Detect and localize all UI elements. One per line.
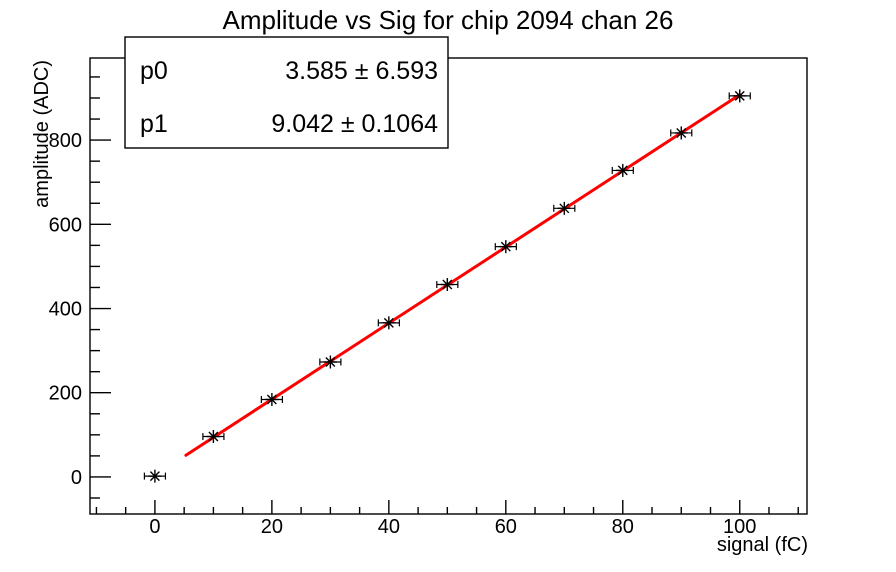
y-tick-label: 200 [49, 383, 82, 405]
stats-p0-label: p0 [140, 57, 168, 85]
data-point [143, 469, 167, 483]
fit-line [184, 93, 742, 457]
fit-line-group [184, 93, 742, 457]
chart-title: Amplitude vs Sig for chip 2094 chan 26 [223, 5, 674, 35]
data-point [260, 392, 284, 406]
marker-line [734, 90, 745, 101]
data-point [202, 430, 225, 444]
marker-line [325, 357, 336, 367]
stats-p1-label: p1 [140, 110, 168, 138]
stats-p0-value: 3.585 ± 6.593 [285, 57, 438, 85]
data-point [494, 240, 517, 254]
marker-line [500, 241, 511, 252]
x-tick-label: 20 [261, 516, 283, 538]
x-axis-title: signal (fC) [717, 534, 808, 556]
marker-line [676, 127, 687, 138]
y-tick-label: 600 [49, 214, 82, 236]
data-point [319, 355, 342, 369]
data-points-group [143, 89, 751, 483]
x-tick-label: 0 [149, 516, 160, 538]
data-point [611, 163, 634, 177]
x-tick-label: 60 [495, 516, 517, 538]
stats-box: p0 3.585 ± 6.593 p1 9.042 ± 0.1064 [124, 36, 449, 149]
stats-p1-value: 9.042 ± 0.1064 [271, 110, 438, 138]
marker-line [266, 394, 277, 405]
data-point [553, 201, 576, 215]
marker-line [617, 165, 628, 176]
y-tick-label: 400 [49, 299, 82, 321]
x-tick-label: 40 [378, 516, 400, 538]
y-axis-title: amplitude (ADC) [31, 60, 53, 208]
y-tick-label: 0 [71, 467, 82, 489]
data-point [670, 126, 693, 140]
marker-line [559, 203, 570, 214]
y-tick-label: 800 [49, 130, 82, 152]
marker-line [442, 279, 453, 290]
data-point [436, 278, 459, 292]
x-tick-label: 80 [612, 516, 634, 538]
data-point [377, 316, 400, 330]
axis-tick-labels: 0 20 40 60 80 100 0 200 400 600 800 [49, 130, 757, 538]
marker-line [383, 317, 394, 328]
data-point [728, 89, 751, 103]
stats-box-frame [124, 36, 449, 149]
x-tick-label: 100 [723, 516, 756, 538]
axis-ticks [90, 76, 799, 514]
marker-line [149, 471, 160, 482]
marker-line [208, 431, 219, 442]
